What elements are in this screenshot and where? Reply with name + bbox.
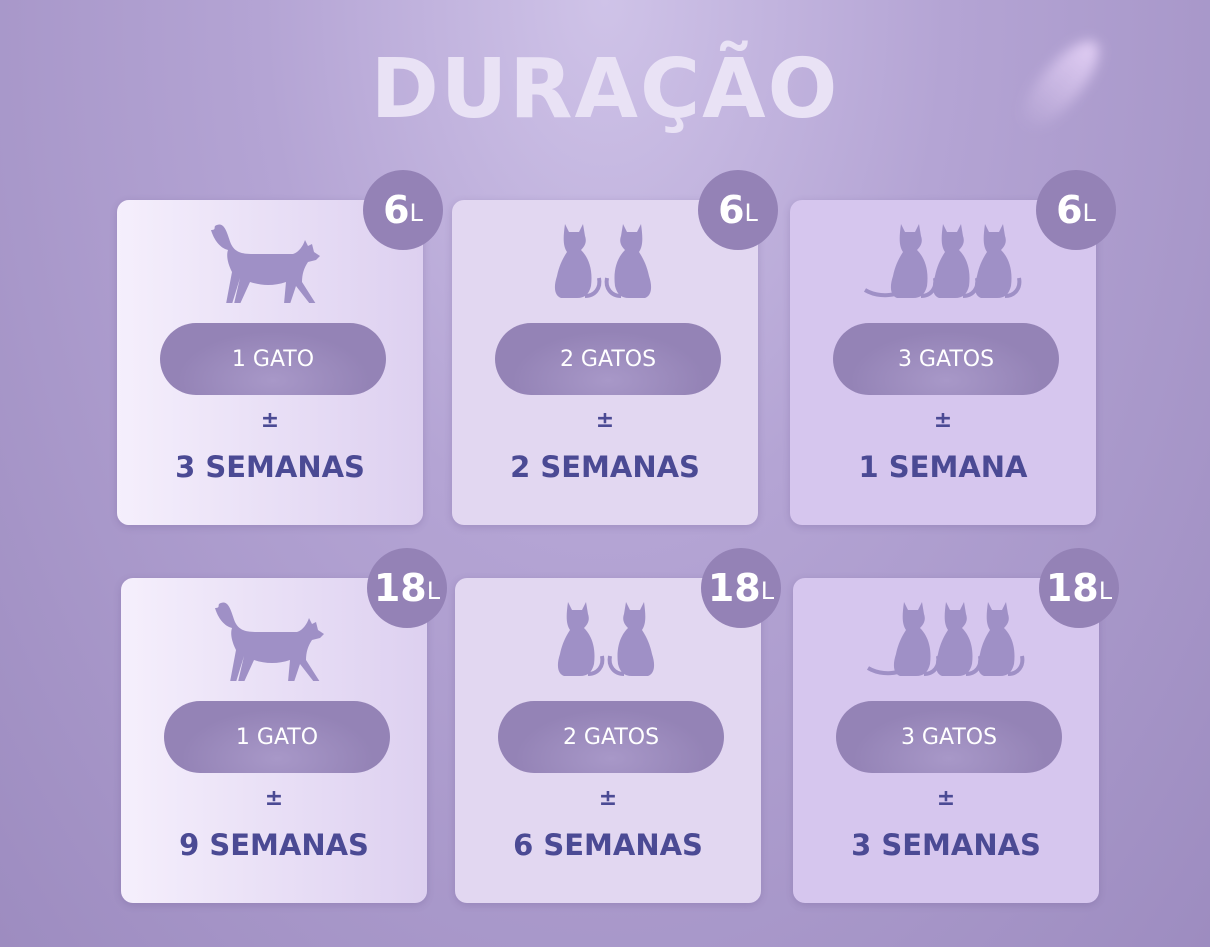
cat-count-pill: 1 GATO bbox=[160, 323, 386, 395]
plus-minus-sign: ± bbox=[936, 786, 956, 811]
cat-count-pill: 1 GATO bbox=[164, 701, 390, 773]
duration-card: 18 L 2 GATOS ± 6 SEMANAS bbox=[455, 548, 781, 903]
duration-text: 2 SEMANAS bbox=[510, 450, 700, 484]
duration-text: 6 SEMANAS bbox=[513, 828, 703, 862]
three-cats-sitting-icon bbox=[793, 596, 1099, 686]
three-cats-sitting-icon bbox=[790, 218, 1096, 308]
plus-minus-sign: ± bbox=[933, 408, 953, 433]
cat-count-pill: 3 GATOS bbox=[833, 323, 1059, 395]
plus-minus-sign: ± bbox=[598, 786, 618, 811]
plus-minus-sign: ± bbox=[264, 786, 284, 811]
plus-minus-sign: ± bbox=[595, 408, 615, 433]
duration-text: 1 SEMANA bbox=[858, 450, 1028, 484]
plus-minus-sign: ± bbox=[260, 408, 280, 433]
two-cats-sitting-icon bbox=[455, 596, 761, 686]
duration-text: 3 SEMANAS bbox=[851, 828, 1041, 862]
cat-count-pill: 2 GATOS bbox=[495, 323, 721, 395]
duration-card: 18 L 1 GATO ± 9 SEMANAS bbox=[121, 548, 447, 903]
volume-badge: 18 L bbox=[1039, 548, 1119, 628]
page-title: DURAÇÃO bbox=[370, 42, 840, 137]
volume-badge: 18 L bbox=[367, 548, 447, 628]
cat-count-pill: 3 GATOS bbox=[836, 701, 1062, 773]
duration-card: 18 L 3 GATOS ± 3 SEMANAS bbox=[793, 548, 1119, 903]
one-cat-walking-icon bbox=[121, 596, 427, 686]
cat-count-pill: 2 GATOS bbox=[498, 701, 724, 773]
volume-badge: 18 L bbox=[701, 548, 781, 628]
duration-text: 9 SEMANAS bbox=[179, 828, 369, 862]
two-cats-sitting-icon bbox=[452, 218, 758, 308]
duration-text: 3 SEMANAS bbox=[175, 450, 365, 484]
one-cat-walking-icon bbox=[117, 218, 423, 308]
